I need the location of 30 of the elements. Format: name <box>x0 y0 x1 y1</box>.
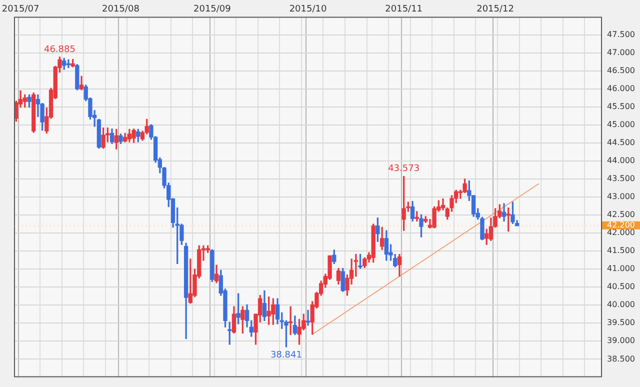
x-tick-label: 2015/09 <box>193 4 232 15</box>
y-tick-label: 43.000 <box>607 192 636 202</box>
y-tick-label: 39.500 <box>607 318 636 328</box>
annotation: 38.841 <box>270 350 302 361</box>
candlestick <box>306 310 310 326</box>
annotation: 46.885 <box>44 44 76 55</box>
ref-line-label: 42.200 <box>607 220 636 230</box>
y-tick-label: 44.500 <box>607 138 636 148</box>
x-tick-label: 2015/12 <box>476 4 514 15</box>
annotation: 43.573 <box>388 164 420 174</box>
y-tick-label: 45.500 <box>607 102 636 111</box>
y-tick-label: 44.000 <box>607 156 636 166</box>
y-tick-label: 47.500 <box>607 30 636 39</box>
y-tick-label: 46.500 <box>607 66 636 75</box>
x-tick-label: 2015/07 <box>2 4 40 15</box>
y-tick-label: 38.500 <box>607 354 636 364</box>
x-tick-label: 2015/08 <box>102 4 140 15</box>
y-tick-label: 46.000 <box>607 84 636 93</box>
x-tick-label: 2015/11 <box>385 4 423 15</box>
y-tick-label: 42.500 <box>607 210 636 220</box>
y-tick-label: 41.000 <box>607 264 636 274</box>
y-tick-label: 40.500 <box>607 282 636 292</box>
y-tick-label: 45.000 <box>607 120 636 129</box>
y-tick-label: 42.000 <box>607 228 636 238</box>
y-tick-label: 39.000 <box>607 336 636 346</box>
y-tick-label: 47.000 <box>607 48 636 57</box>
y-tick-label: 41.500 <box>607 246 636 256</box>
y-tick-label: 43.500 <box>607 174 636 184</box>
x-tick-label: 2015/10 <box>289 4 327 15</box>
y-tick-label: 40.000 <box>607 300 636 310</box>
